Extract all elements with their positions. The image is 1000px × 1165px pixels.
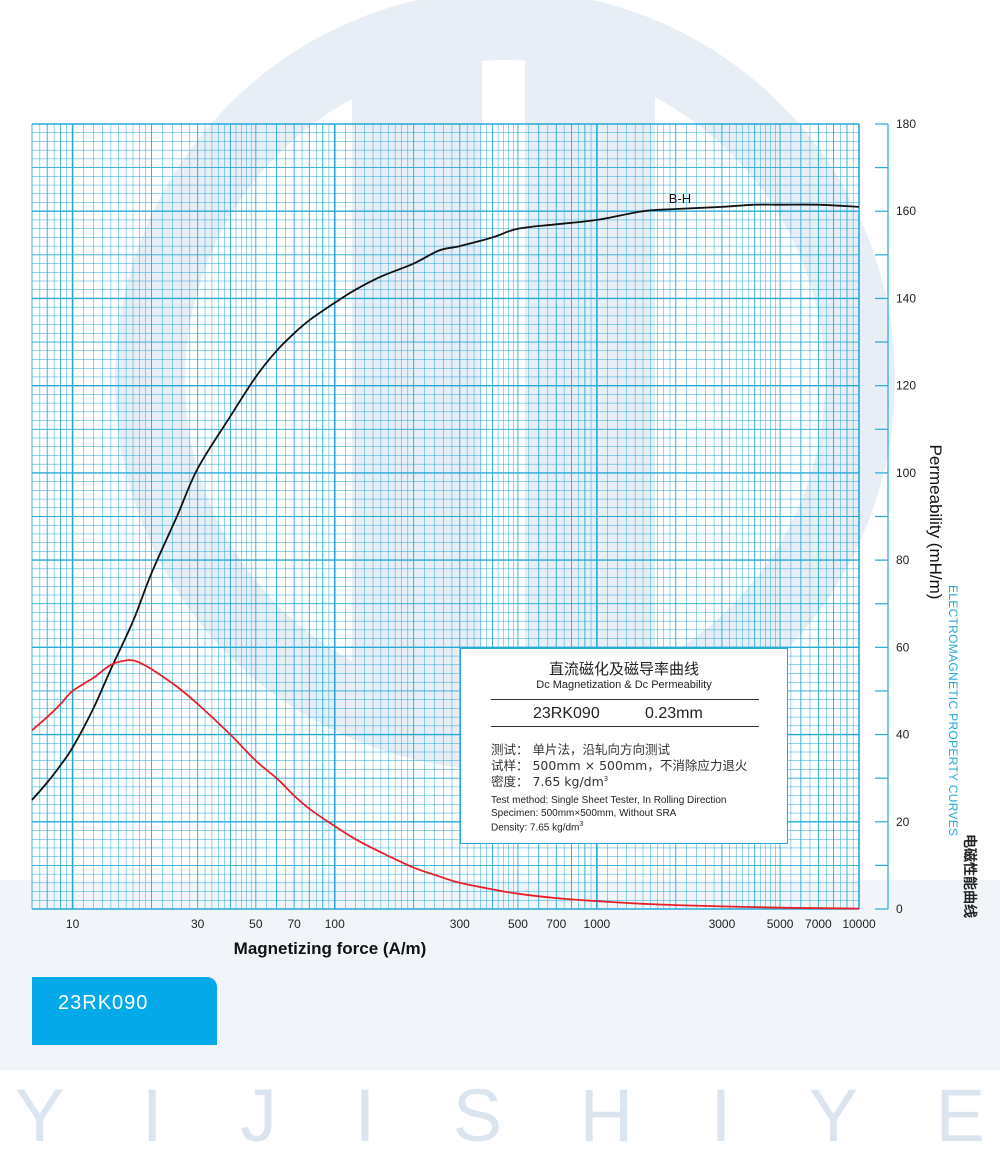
x-tick-label: 500 <box>508 917 528 931</box>
grade-label: 23RK090 <box>533 705 600 722</box>
y-tick-labels: 0 20 40 60 80 100 120 140 160 180 <box>896 117 916 916</box>
bh-curve-label: B-H <box>669 191 691 206</box>
x-tick-label: 100 <box>325 917 345 931</box>
side-title-cn-text: 电磁性能曲线 <box>961 834 977 918</box>
grade-badge: 23RK090 <box>32 977 217 1045</box>
x-axis-label: Magnetizing force (A/m) <box>234 939 427 958</box>
y-tick-label: 160 <box>896 204 916 218</box>
test-method-en: Test method: Single Sheet Tester, In Rol… <box>491 795 727 806</box>
x-tick-label: 300 <box>450 917 470 931</box>
watermark-text: YIJISHIYE <box>15 1074 985 1157</box>
watermark <box>0 0 1000 1070</box>
watermark-bar <box>352 40 482 740</box>
y-tick-label: 180 <box>896 117 916 131</box>
y-tick-label: 120 <box>896 379 916 393</box>
x-tick-label: 1000 <box>584 917 611 931</box>
info-title-en: Dc Magnetization & Dc Permeability <box>536 679 712 691</box>
y-tick-label: 40 <box>896 728 910 742</box>
watermark-ring <box>115 0 895 770</box>
test-method-cn: 测试： 单片法，沿轧向方向测试 <box>491 742 670 757</box>
series <box>31 203 860 910</box>
y-tick-label: 100 <box>896 466 916 480</box>
watermark-bar <box>525 40 655 740</box>
thickness-label: 0.23mm <box>645 705 703 722</box>
y-tick-label: 20 <box>896 815 910 829</box>
x-tick-label: 3000 <box>709 917 736 931</box>
x-tick-label: 7000 <box>805 917 832 931</box>
y-tick-label: 80 <box>896 553 910 567</box>
y-tick-label: 0 <box>896 902 903 916</box>
x-tick-labels: 10 30 50 70 100 300 500 700 1000 3000 5000 7000 1000… <box>66 917 876 931</box>
divider <box>491 699 759 700</box>
info-box: 直流磁化及磁导率曲线 Dc Magnetization & Dc Permeab… <box>460 648 788 844</box>
x-tick-label: 70 <box>287 917 301 931</box>
x-tick-label: 5000 <box>767 917 794 931</box>
x-tick-label: 50 <box>249 917 263 931</box>
series-line-bh <box>31 203 860 801</box>
y-tick-label: 60 <box>896 640 910 654</box>
density-en: Density: 7.65 kg/dm3 <box>491 821 584 834</box>
x-tick-label: 700 <box>546 917 566 931</box>
x-tick-label: 30 <box>191 917 205 931</box>
specimen-en: Specimen: 500mm×500mm, Without SRA <box>491 808 677 819</box>
density-cn: 密度： 7.65 kg/dm3 <box>491 774 609 789</box>
y-axis-label: Permeability (mH/m) <box>926 445 945 600</box>
badge-label: 23RK090 <box>58 992 149 1014</box>
side-title-en-text: ELECTROMAGNETIC PROPERTY CURVES <box>946 585 960 837</box>
info-title-cn: 直流磁化及磁导率曲线 <box>548 660 699 678</box>
x-tick-label: 10 <box>66 917 80 931</box>
y-tick-label: 140 <box>896 291 916 305</box>
x-tick-label: 10000 <box>842 917 876 931</box>
series-line-permeability <box>31 659 860 910</box>
divider <box>491 726 759 727</box>
specimen-cn: 试样： 500mm × 500mm，不消除应力退火 <box>491 758 748 773</box>
